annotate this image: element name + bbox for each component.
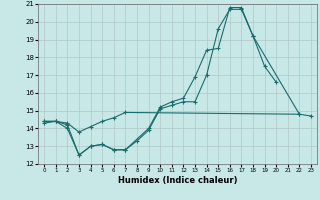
X-axis label: Humidex (Indice chaleur): Humidex (Indice chaleur) <box>118 176 237 185</box>
